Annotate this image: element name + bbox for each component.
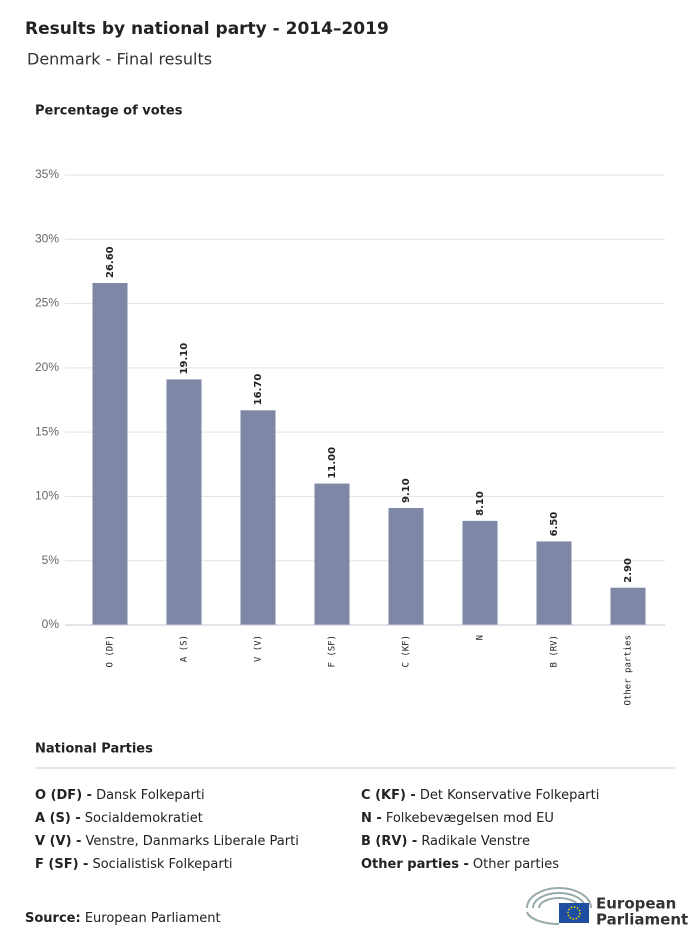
legend-code: A (S) - (35, 811, 81, 826)
legend-name: Socialdemokratiet (85, 811, 203, 826)
y-tick-label: 5% (42, 553, 60, 567)
legend-item: O (DF) - Dansk Folkeparti (35, 788, 205, 803)
bar (536, 541, 572, 625)
logo-text: Parliament (596, 911, 688, 929)
legend-item: F (SF) - Socialistisk Folkeparti (35, 857, 232, 872)
legend-item: C (KF) - Det Konservative Folkeparti (361, 788, 599, 803)
y-tick-label: 10% (35, 489, 59, 503)
bar (388, 508, 424, 625)
bar (92, 283, 128, 625)
legend-code: C (KF) - (361, 788, 416, 803)
value-label: 2.90 (623, 558, 634, 583)
legend-item: A (S) - Socialdemokratiet (35, 811, 203, 826)
bar (314, 483, 350, 625)
bar (462, 520, 498, 625)
source: Source: European Parliament (25, 911, 221, 926)
logo-arc (526, 911, 560, 926)
legend-item: V (V) - Venstre, Danmarks Liberale Parti (35, 834, 299, 849)
chart-subtitle: Denmark - Final results (27, 50, 212, 69)
x-tick-label: F (SF) (328, 635, 338, 668)
x-tick-label: A (S) (180, 635, 190, 662)
legend-item: B (RV) - Radikale Venstre (361, 834, 530, 849)
value-label: 16.70 (253, 374, 264, 406)
legend-item: N - Folkebevægelsen mod EU (361, 811, 554, 826)
legend-item: Other parties - Other parties (361, 857, 559, 872)
value-label: 8.10 (475, 491, 486, 516)
legend-name: Socialistisk Folkeparti (92, 857, 232, 872)
legend-code: F (SF) - (35, 857, 88, 872)
value-label: 26.60 (105, 246, 116, 278)
plot-area: 0% 5% 10% 15% 20% 25% 30% 35% 26.60 O (DF) 19.10 A … (35, 167, 665, 705)
source-label: Source: (25, 911, 81, 926)
logo-text: European (596, 895, 676, 913)
legend-code: B (RV) - (361, 834, 417, 849)
legend-name: Radikale Venstre (421, 834, 530, 849)
y-tick-label: 20% (35, 360, 59, 374)
x-tick-label: V (V) (254, 635, 264, 662)
y-tick-label: 15% (35, 424, 59, 438)
legend-title: National Parties (35, 742, 153, 757)
chart-title: Results by national party - 2014–2019 (25, 19, 389, 39)
legend: O (DF) - Dansk Folkeparti A (S) - Socialdem… (35, 788, 599, 872)
legend-code: N - (361, 811, 382, 826)
bar (240, 410, 276, 625)
bar (166, 379, 202, 625)
legend-name: Dansk Folkeparti (96, 788, 205, 803)
value-label: 6.50 (549, 512, 560, 537)
y-tick-label: 35% (35, 167, 59, 181)
legend-name: Folkebevægelsen mod EU (386, 811, 554, 826)
logo-arc (532, 892, 586, 909)
legend-name: Other parties (473, 857, 559, 872)
legend-code: O (DF) - (35, 788, 92, 803)
y-tick-label: 0% (42, 617, 60, 631)
y-axis-label: Percentage of votes (35, 104, 183, 119)
logo-stars (567, 906, 581, 920)
logo-arc (526, 887, 592, 909)
x-tick-label: B (RV) (550, 635, 560, 668)
value-label: 19.10 (179, 343, 190, 375)
bar (610, 587, 646, 625)
x-tick-label: O (DF) (106, 635, 116, 668)
value-label: 11.00 (327, 447, 338, 479)
x-tick-label: Other parties (624, 635, 634, 705)
logo-flag (559, 903, 589, 923)
y-tick-label: 25% (35, 296, 59, 310)
legend-name: Venstre, Danmarks Liberale Parti (85, 834, 298, 849)
x-tick-label: N (476, 635, 486, 640)
legend-name: Det Konservative Folkeparti (420, 788, 600, 803)
source-text: European Parliament (85, 911, 221, 926)
x-tick-label: C (KF) (402, 635, 412, 668)
y-tick-label: 30% (35, 231, 59, 245)
legend-code: Other parties - (361, 857, 469, 872)
logo: European Parliament (526, 887, 688, 929)
legend-code: V (V) - (35, 834, 81, 849)
value-label: 9.10 (401, 478, 412, 503)
